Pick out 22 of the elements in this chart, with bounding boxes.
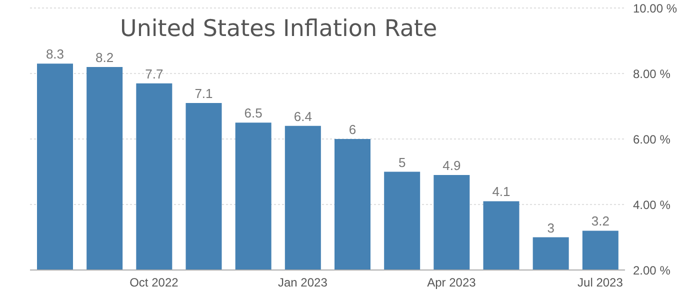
y-tick-label: 10.00 %: [633, 1, 678, 16]
y-tick-label: 2.00 %: [633, 263, 671, 278]
data-label: 3.2: [591, 214, 610, 229]
x-tick-label: Jul 2023: [578, 276, 624, 290]
data-label: 8.3: [46, 46, 64, 62]
y-tick-label: 8.00 %: [633, 66, 671, 81]
x-tick-label: Jan 2023: [278, 276, 328, 290]
data-label: 4.9: [442, 158, 461, 174]
data-label: 7.1: [194, 86, 213, 101]
data-label: 3: [547, 220, 554, 236]
data-label: 4.1: [492, 184, 510, 200]
data-label: 6.5: [244, 106, 262, 121]
data-label: 6.4: [294, 108, 312, 124]
data-label: 8.2: [96, 50, 114, 65]
x-tick-label: Apr 2023: [427, 276, 476, 290]
y-tick-label: 4.00 %: [633, 198, 671, 212]
y-tick-label: 6.00 %: [633, 132, 671, 146]
data-label: 5: [398, 154, 406, 170]
chart-title: United States Inflation Rate: [120, 16, 438, 42]
data-label: 7.7: [145, 66, 164, 82]
x-tick-label: Oct 2022: [130, 276, 179, 290]
data-label: 6: [348, 122, 356, 137]
